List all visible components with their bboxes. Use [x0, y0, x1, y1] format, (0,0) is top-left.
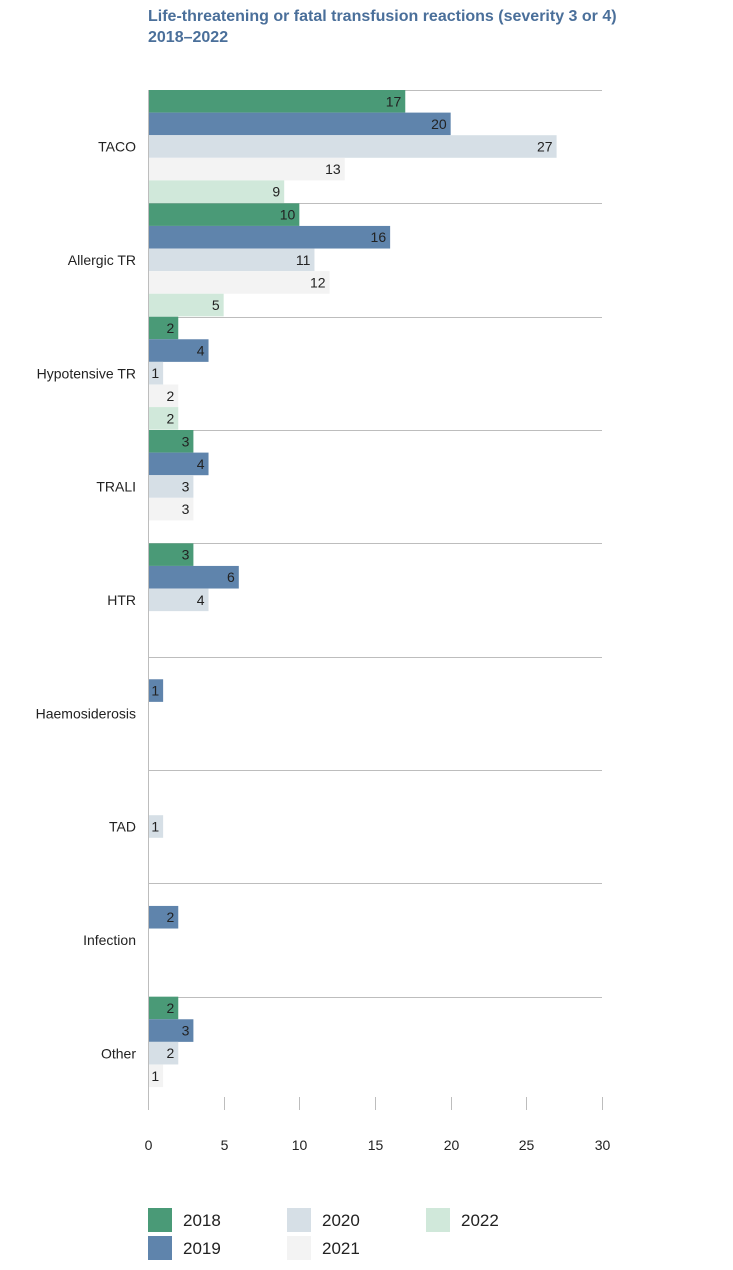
bar-2018-other	[148, 996, 179, 1020]
legend: 2018 2019 2020 2021 2022	[148, 1208, 499, 1260]
legend-label-2018: 2018	[183, 1211, 221, 1230]
chart-title-line-1: Life-threatening or fatal transfusion re…	[148, 8, 617, 25]
bar-2018-hypotensive-tr	[148, 316, 179, 340]
category-label: TRALI	[96, 479, 136, 495]
data-label: 12	[310, 274, 326, 290]
x-tick-label: 10	[292, 1137, 308, 1153]
bar-2020-allergic-tr	[148, 248, 315, 272]
data-label: 1	[151, 365, 159, 381]
data-label: 2	[166, 320, 174, 336]
data-label: 1	[151, 1068, 159, 1084]
bar-2021-hypotensive-tr	[148, 384, 179, 408]
bar-2018-taco	[148, 90, 406, 113]
data-label: 16	[371, 229, 387, 245]
data-label: 4	[197, 456, 205, 472]
bar-2021-trali	[148, 497, 194, 521]
bar-2019-taco	[148, 112, 451, 136]
data-label: 2	[166, 410, 174, 426]
legend-swatch-2021	[287, 1236, 311, 1260]
bar-2020-taco	[148, 135, 557, 158]
bar-2019-trali	[148, 452, 209, 476]
x-tick-label: 25	[519, 1137, 535, 1153]
bar-2021-other	[148, 1064, 164, 1088]
category-label: Infection	[83, 932, 136, 948]
data-label: 20	[431, 116, 447, 132]
data-label: 17	[386, 93, 402, 109]
legend-swatch-2020	[287, 1208, 311, 1232]
chart-title-line-2: 2018–2022	[148, 29, 229, 46]
legend-label-2020: 2020	[322, 1211, 360, 1230]
legend-swatch-2018	[148, 1208, 172, 1232]
category-label: TAD	[109, 819, 136, 835]
bar-2019-other	[148, 1019, 194, 1042]
data-label: 3	[182, 1023, 190, 1039]
bar-2020-other	[148, 1041, 179, 1065]
data-label: 2	[166, 1000, 174, 1016]
data-label: 27	[537, 139, 553, 155]
legend-label-2021: 2021	[322, 1239, 360, 1258]
x-tick-label: 30	[595, 1137, 611, 1153]
x-tick-label: 5	[221, 1137, 229, 1153]
legend-label-2019: 2019	[183, 1239, 221, 1258]
data-label: 10	[280, 207, 296, 223]
bar-2020-trali	[148, 475, 194, 498]
bar-2020-tad	[148, 815, 164, 838]
bar-2020-htr	[148, 588, 209, 612]
data-label: 2	[166, 1045, 174, 1061]
bar-2019-hypotensive-tr	[148, 339, 209, 362]
bar-2020-hypotensive-tr	[148, 361, 164, 385]
category-label: Haemosiderosis	[36, 705, 136, 721]
bar-2019-infection	[148, 905, 179, 929]
axes: TACO Allergic TR Hypotensive TR TRALI HTR Hae…	[36, 90, 611, 1153]
data-label: 6	[227, 569, 235, 585]
data-label: 13	[325, 161, 341, 177]
x-tick-label: 15	[368, 1137, 384, 1153]
data-label: 11	[296, 252, 311, 268]
bar-2022-hypotensive-tr	[148, 407, 179, 430]
category-label: Other	[101, 1045, 136, 1061]
category-label: HTR	[107, 592, 136, 608]
data-label: 2	[166, 388, 174, 404]
bar-2019-htr	[148, 565, 239, 589]
bar-2018-htr	[148, 543, 194, 566]
data-label: 3	[182, 547, 190, 563]
bar-2018-trali	[148, 430, 194, 453]
data-label: 3	[182, 501, 190, 517]
data-label: 1	[151, 819, 159, 835]
chart-title: Life-threatening or fatal transfusion re…	[148, 6, 728, 48]
data-label: 5	[212, 297, 220, 313]
data-label: 4	[197, 592, 205, 608]
data-label: 3	[182, 433, 190, 449]
data-label: 2	[166, 909, 174, 925]
legend-swatch-2022	[426, 1208, 450, 1232]
data-label: 9	[272, 184, 280, 200]
data-label: 4	[197, 343, 205, 359]
legend-swatch-2019	[148, 1236, 172, 1260]
bar-2019-allergic-tr	[148, 225, 391, 249]
category-label: Hypotensive TR	[37, 365, 136, 381]
bar-2022-allergic-tr	[148, 293, 224, 317]
x-tick-label: 20	[444, 1137, 460, 1153]
bar-2019-haemosiderosis	[148, 679, 164, 702]
category-label: Allergic TR	[68, 252, 136, 268]
data-label: 1	[151, 683, 159, 699]
category-label: TACO	[98, 139, 136, 155]
bar-2021-taco	[148, 157, 345, 181]
bar-2021-allergic-tr	[148, 271, 330, 294]
legend-label-2022: 2022	[461, 1211, 499, 1230]
bar-2022-taco	[148, 180, 285, 203]
x-tick-label: 0	[145, 1137, 153, 1153]
bar-2018-allergic-tr	[148, 203, 300, 226]
data-label: 3	[182, 479, 190, 495]
